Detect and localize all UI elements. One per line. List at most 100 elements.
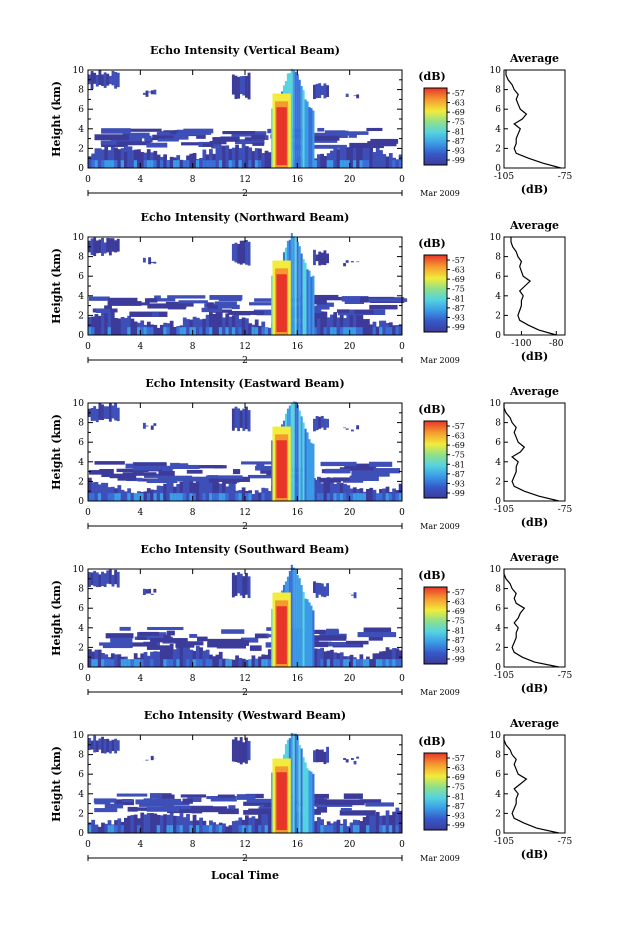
profile-y-tick-label: 10 <box>490 233 502 243</box>
date-label: Mar 2009 <box>420 189 460 198</box>
x-tick-label: 0 <box>399 342 405 352</box>
y-axis-label: Height (km) <box>50 746 63 822</box>
colorbar <box>423 87 448 166</box>
y-tick-label: 2 <box>78 477 84 487</box>
panel-2: Echo Intensity (Northward Beam) Height (k… <box>50 211 566 366</box>
x-tick-label: 12 <box>239 342 250 352</box>
x-tick-label: 20 <box>344 342 356 352</box>
x-tick-label: 4 <box>137 342 143 352</box>
profile-y-tick-label: 10 <box>490 399 502 409</box>
colorbar-tick-label: -57 <box>452 588 465 597</box>
x-tick-label: 0 <box>85 508 91 518</box>
panel-5: Echo Intensity (Westward Beam) Height (km… <box>50 709 573 864</box>
y-tick-label: 2 <box>78 144 84 154</box>
profile-x-tick-label: -105 <box>494 671 514 681</box>
profile-y-tick-label: 0 <box>495 331 501 341</box>
colorbar <box>423 752 448 831</box>
profile-y-tick-label: 10 <box>490 731 502 741</box>
profile-x-tick-label: -105 <box>494 172 514 182</box>
profile-y-tick-label: 8 <box>495 751 501 761</box>
colorbar-tick-label: -87 <box>452 304 465 313</box>
profile-y-tick-label: 4 <box>495 125 501 135</box>
colorbar-tick-label: -99 <box>452 156 465 165</box>
x-axis-label: Local Time <box>211 869 279 882</box>
profile-y-tick-label: 2 <box>495 477 501 487</box>
panel-title: Echo Intensity (Northward Beam) <box>141 211 350 224</box>
profile-y-tick-label: 4 <box>495 292 501 302</box>
x-tick-label: 4 <box>137 508 143 518</box>
profile-frame <box>503 568 566 668</box>
echo-field <box>88 232 408 335</box>
profile-y-tick-label: 8 <box>495 585 501 595</box>
profile-y-tick-label: 0 <box>495 663 501 673</box>
colorbar-tick-label: -63 <box>452 598 465 607</box>
x-tick-label: 0 <box>85 342 91 352</box>
y-axis-label: Height (km) <box>50 414 63 490</box>
colorbar-tick-label: -75 <box>452 285 465 294</box>
x-tick-label: 8 <box>190 674 196 684</box>
profile-title: Average <box>509 717 559 730</box>
profile-y-tick-label: 2 <box>495 144 501 154</box>
colorbar-tick-label: -63 <box>452 764 465 773</box>
x-tick-label: 20 <box>344 840 356 850</box>
colorbar-tick-label: -93 <box>452 811 465 820</box>
profile-frame <box>503 402 566 502</box>
colorbar-tick-label: -81 <box>452 460 465 469</box>
colorbar-tick-label: -87 <box>452 636 465 645</box>
colorbar-tick-label: -81 <box>452 626 465 635</box>
profile-unit: (dB) <box>521 848 548 861</box>
profile-y-tick-label: 6 <box>495 105 501 115</box>
profile-y-tick-label: 8 <box>495 86 501 96</box>
x-tick-label: 0 <box>399 175 405 185</box>
x-tick-label: 0 <box>85 840 91 850</box>
x-tick-label: 16 <box>292 342 304 352</box>
profile-title: Average <box>509 385 559 398</box>
x-tick-label: 8 <box>190 508 196 518</box>
profile-y-tick-label: 2 <box>495 809 501 819</box>
day-label: 2 <box>242 189 248 199</box>
echo-field <box>88 68 403 168</box>
echo-field <box>88 401 403 501</box>
profile-y-tick-label: 2 <box>495 311 501 321</box>
y-tick-label: 10 <box>73 399 85 409</box>
colorbar-tick-label: -81 <box>452 294 465 303</box>
profile-unit: (dB) <box>521 350 548 363</box>
x-tick-label: 12 <box>239 674 250 684</box>
colorbar-tick-label: -63 <box>452 99 465 108</box>
y-tick-label: 10 <box>73 66 85 76</box>
colorbar-tick-label: -75 <box>452 617 465 626</box>
profile-title: Average <box>509 219 559 232</box>
y-axis-label: Height (km) <box>50 580 63 656</box>
y-tick-label: 6 <box>78 604 84 614</box>
x-tick-label: 8 <box>190 840 196 850</box>
colorbar-tick-label: -81 <box>452 792 465 801</box>
y-tick-label: 8 <box>78 585 84 595</box>
y-tick-label: 10 <box>73 565 85 575</box>
colorbar-tick-label: -99 <box>452 323 465 332</box>
profile-y-tick-label: 2 <box>495 643 501 653</box>
profile-title: Average <box>509 551 559 564</box>
profile-y-tick-label: 10 <box>490 565 502 575</box>
colorbar-title: (dB) <box>418 70 445 83</box>
colorbar-title: (dB) <box>418 569 445 582</box>
x-tick-label: 16 <box>292 674 304 684</box>
x-tick-label: 12 <box>239 175 250 185</box>
colorbar-tick-label: -87 <box>452 137 465 146</box>
x-tick-label: 20 <box>344 175 356 185</box>
profile-x-tick-label: -75 <box>558 172 573 182</box>
profile-line <box>503 569 560 668</box>
y-tick-label: 2 <box>78 643 84 653</box>
profile-y-tick-label: 6 <box>495 770 501 780</box>
profile-x-tick-label: -105 <box>494 505 514 515</box>
profile-y-tick-label: 0 <box>495 164 501 174</box>
profile-unit: (dB) <box>521 682 548 695</box>
profile-x-tick-label: -80 <box>549 339 564 349</box>
colorbar <box>423 420 448 499</box>
y-axis-label: Height (km) <box>50 81 63 157</box>
y-tick-label: 8 <box>78 751 84 761</box>
x-tick-label: 8 <box>190 342 196 352</box>
colorbar-tick-label: -57 <box>452 256 465 265</box>
day-label: 2 <box>242 356 248 366</box>
echo-field <box>88 564 403 667</box>
